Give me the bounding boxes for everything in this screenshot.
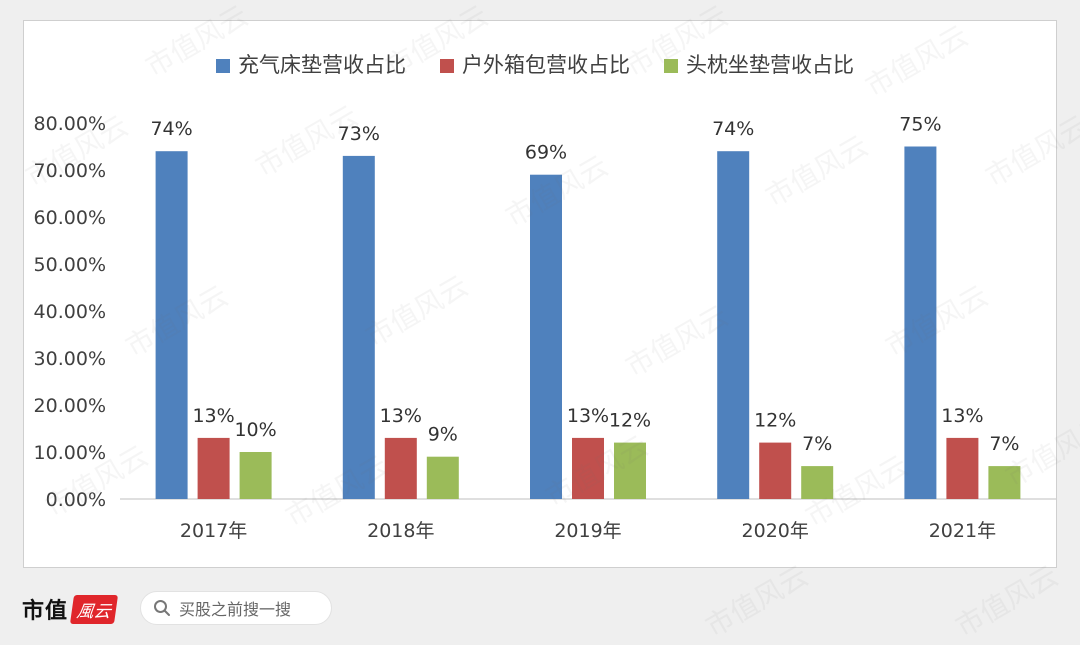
y-tick-label: 0.00% (46, 489, 106, 511)
y-tick-label: 80.00% (34, 113, 106, 135)
legend-label: 户外箱包营收占比 (462, 53, 630, 77)
y-tick-label: 50.00% (34, 254, 106, 276)
legend-swatch (664, 59, 678, 73)
data-label: 74% (150, 118, 192, 140)
bar (717, 151, 750, 499)
brand-name: 市值 (22, 599, 69, 624)
legend-swatch (216, 59, 230, 73)
search-box[interactable]: 买股之前搜一搜 (140, 591, 332, 625)
bar (759, 442, 792, 499)
bar (614, 442, 646, 499)
bar (239, 452, 272, 499)
bar (904, 146, 937, 499)
bar (572, 437, 604, 499)
bar (530, 174, 562, 499)
data-label: 9% (428, 424, 458, 446)
data-label: 10% (234, 419, 276, 441)
x-tick-label: 2017年 (180, 520, 247, 542)
data-label: 74% (712, 118, 754, 140)
bar (946, 437, 979, 499)
data-label: 69% (525, 142, 567, 164)
data-label: 13% (941, 405, 983, 427)
data-label: 12% (609, 410, 651, 432)
bar (342, 155, 375, 499)
legend-label: 充气床垫营收占比 (238, 53, 406, 77)
bar (801, 466, 834, 499)
data-label: 7% (802, 433, 832, 455)
y-tick-label: 20.00% (34, 395, 106, 417)
search-placeholder: 买股之前搜一搜 (179, 600, 292, 619)
y-tick-label: 60.00% (34, 207, 106, 229)
bar (197, 437, 230, 499)
x-tick-label: 2020年 (742, 520, 809, 542)
y-tick-label: 70.00% (34, 160, 106, 182)
chart-card: 0.00% 10.00% 20.00% 30.00% 40.00% 50.00% 60.00… (23, 20, 1057, 568)
data-label: 73% (338, 123, 380, 145)
y-tick-label: 40.00% (34, 301, 106, 323)
data-label: 13% (567, 405, 609, 427)
footer-bar: 市值 風云 买股之前搜一搜 (0, 572, 1080, 643)
bar (426, 456, 459, 499)
x-tick-label: 2018年 (367, 520, 434, 542)
data-label: 12% (754, 410, 796, 432)
data-label: 75% (899, 114, 941, 136)
brand-seal-logo: 風云 (69, 594, 119, 624)
bar (384, 437, 417, 499)
data-label: 13% (192, 405, 234, 427)
brand-logo: 市值 風云 (22, 594, 119, 624)
y-tick-label: 30.00% (34, 348, 106, 370)
data-label: 13% (380, 405, 422, 427)
search-icon (154, 600, 170, 616)
bar (988, 466, 1021, 499)
bar-chart: 0.00% 10.00% 20.00% 30.00% 40.00% 50.00% 60.00… (34, 53, 1056, 542)
data-label: 7% (989, 433, 1019, 455)
legend-swatch (440, 59, 454, 73)
y-tick-label: 10.00% (34, 442, 106, 464)
x-tick-label: 2021年 (929, 520, 996, 542)
legend-label: 头枕坐垫营收占比 (686, 53, 854, 77)
x-tick-label: 2019年 (554, 520, 621, 542)
bar (155, 151, 188, 499)
